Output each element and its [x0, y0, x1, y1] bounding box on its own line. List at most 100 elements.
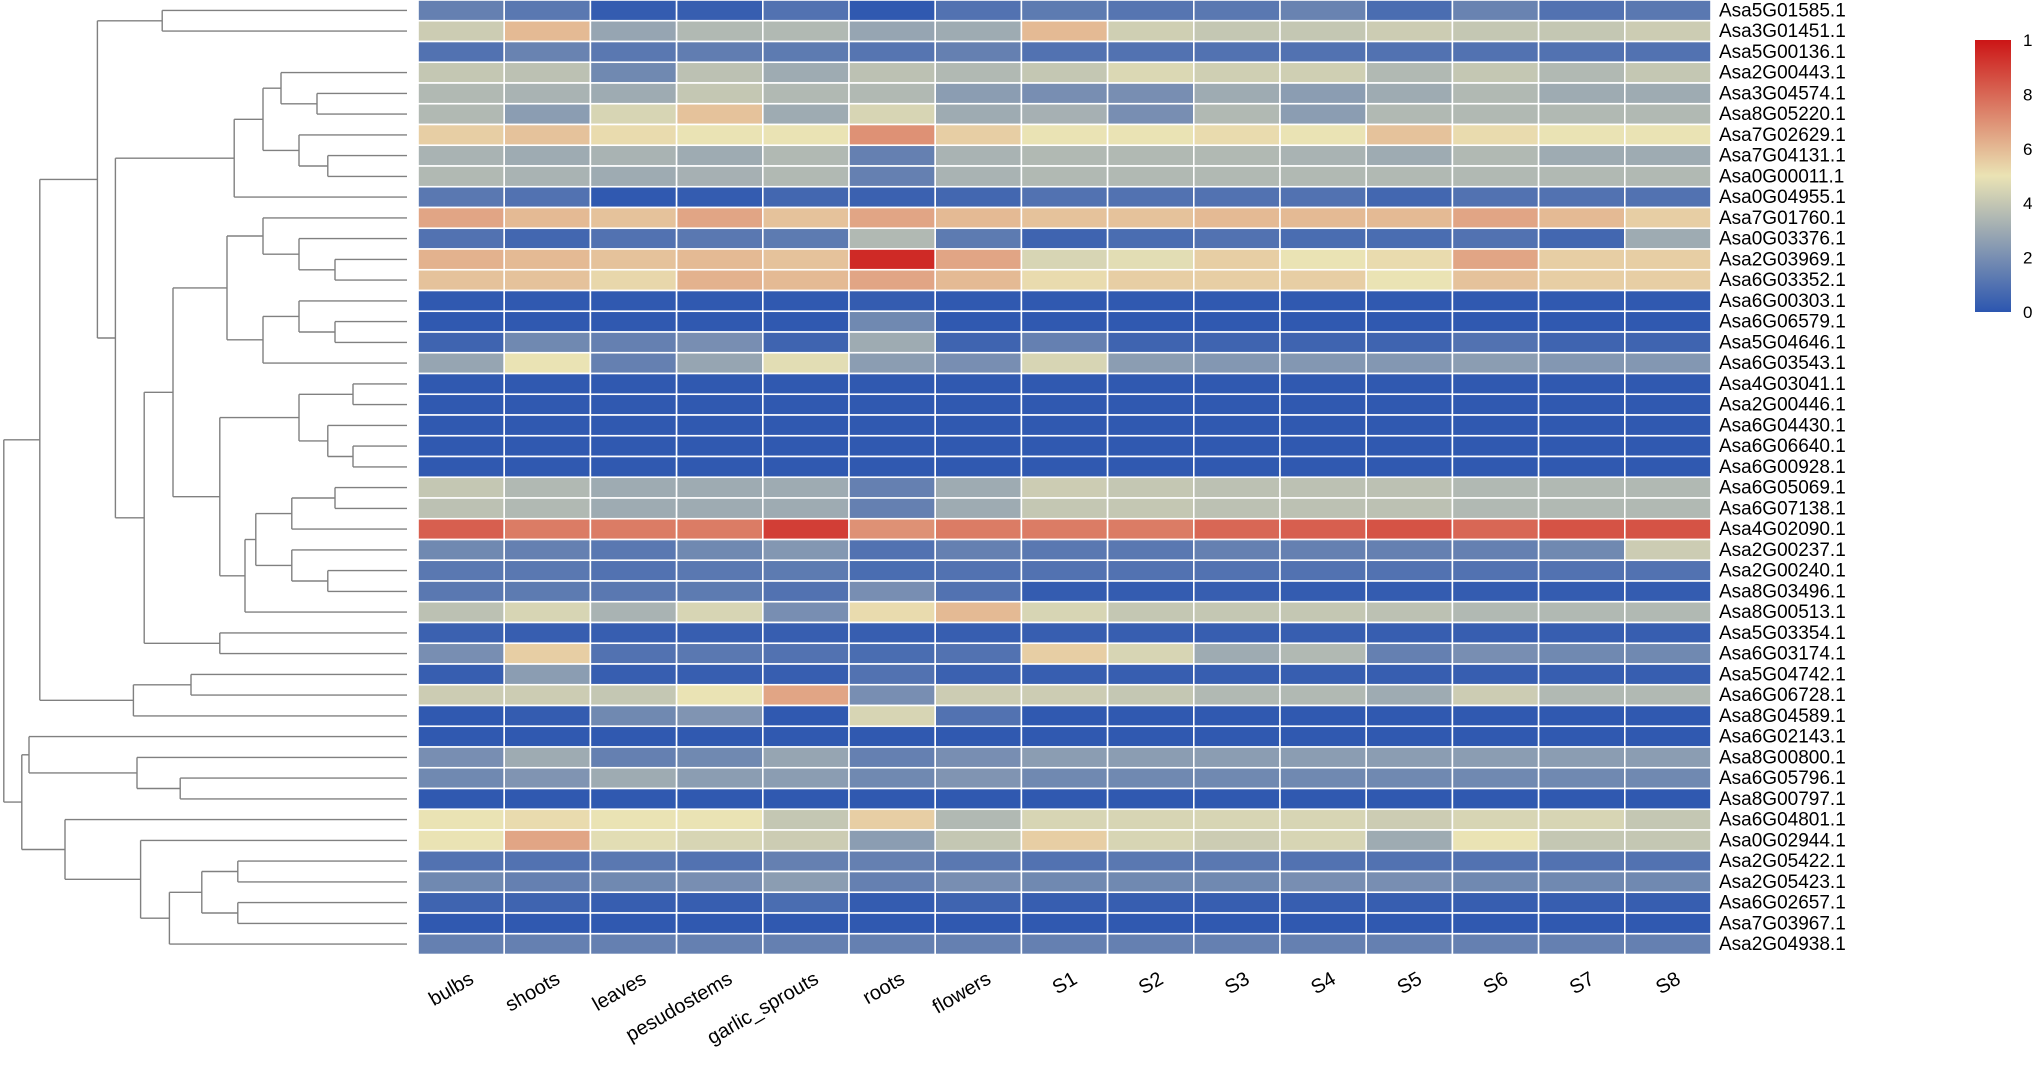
heatmap-cell — [1365, 40, 1454, 64]
heatmap-cell — [934, 123, 1023, 147]
heatmap-cell — [1020, 331, 1109, 354]
heatmap-cell — [503, 683, 592, 707]
heatmap-cell — [1106, 434, 1195, 458]
heatmap-cell — [934, 351, 1023, 375]
heatmap-cell — [1365, 455, 1454, 479]
heatmap-cell — [1020, 746, 1109, 769]
column-label: S7 — [1566, 968, 1598, 999]
heatmap-cell — [503, 787, 592, 811]
row-label: Asa6G05069.1 — [1719, 478, 1846, 499]
heatmap-cell — [503, 932, 592, 956]
heatmap-cell — [503, 310, 592, 333]
heatmap-cell — [934, 580, 1023, 603]
heatmap-cell — [675, 559, 764, 582]
row-label: Asa6G02143.1 — [1719, 727, 1846, 748]
heatmap-cell — [1365, 746, 1454, 769]
heatmap-cell — [589, 40, 678, 64]
row-dendrogram — [3, 9, 407, 945]
heatmap-cell — [589, 248, 678, 271]
heatmap-cell — [1537, 849, 1626, 873]
row-label: Asa7G03967.1 — [1719, 913, 1846, 934]
row-label: Asa7G01760.1 — [1719, 208, 1846, 229]
heatmap-cell — [1537, 289, 1626, 313]
heatmap-cell — [1106, 331, 1195, 354]
heatmap-cell — [1537, 829, 1626, 852]
heatmap-cell — [1365, 331, 1454, 354]
heatmap-cell — [761, 331, 850, 354]
column-label: S1 — [1049, 968, 1081, 999]
heatmap-cell — [1451, 808, 1540, 831]
column-label: S8 — [1652, 968, 1684, 999]
heatmap-cell — [417, 808, 505, 831]
heatmap-cell — [1537, 434, 1626, 458]
heatmap-cell — [417, 455, 505, 479]
heatmap-cell — [1020, 227, 1109, 250]
heatmap-cell — [1106, 642, 1195, 665]
heatmap-cell — [1279, 642, 1367, 665]
heatmap-cell — [1106, 351, 1195, 375]
heatmap-cell — [1279, 289, 1367, 313]
heatmap-cell — [417, 683, 505, 707]
heatmap-cell — [675, 61, 764, 84]
heatmap-cell — [1537, 642, 1626, 665]
heatmap-cell — [934, 331, 1023, 354]
heatmap-cell — [848, 808, 936, 831]
row-label: Asa2G00240.1 — [1719, 561, 1846, 582]
heatmap-cell — [675, 497, 764, 520]
heatmap-cell — [848, 725, 936, 748]
heatmap-cell — [675, 414, 764, 437]
heatmap-cell — [1624, 289, 1712, 313]
heatmap-cell — [589, 434, 678, 458]
heatmap-cell — [589, 600, 678, 624]
heatmap-cell — [1193, 912, 1281, 935]
heatmap-cell — [503, 642, 592, 665]
heatmap-cell — [1537, 455, 1626, 479]
heatmap-cell — [503, 185, 592, 209]
heatmap-cell — [761, 891, 850, 914]
row-label: Asa3G04574.1 — [1719, 83, 1846, 104]
heatmap-cell — [761, 704, 850, 728]
heatmap-cell — [1106, 206, 1195, 230]
heatmap-cell — [934, 891, 1023, 914]
heatmap-cell — [1537, 82, 1626, 105]
heatmap-cell — [1020, 268, 1109, 292]
heatmap-cell — [1624, 704, 1712, 728]
heatmap-cell — [761, 82, 850, 105]
heatmap-cell — [1193, 310, 1281, 333]
heatmap-cell — [934, 40, 1023, 64]
heatmap-cell — [761, 289, 850, 313]
heatmap-cell — [1451, 248, 1540, 271]
heatmap-cell — [1279, 434, 1367, 458]
heatmap-cell — [1193, 331, 1281, 354]
heatmap-cell — [1537, 683, 1626, 707]
heatmap-cell — [1451, 0, 1540, 22]
heatmap-cell — [848, 82, 936, 105]
colorbar-tick-label: 6 — [2023, 140, 2032, 159]
row-label: Asa5G03354.1 — [1719, 623, 1846, 644]
heatmap-cell — [761, 476, 850, 499]
heatmap-cell — [503, 663, 592, 686]
heatmap-cell — [761, 0, 850, 22]
heatmap-cell — [1624, 538, 1712, 562]
heatmap-cell — [503, 746, 592, 769]
heatmap-cell — [1624, 683, 1712, 707]
colorbar-tick-label: 10 — [2023, 31, 2032, 50]
heatmap-cell — [1193, 165, 1281, 188]
heatmap-cell — [1451, 372, 1540, 396]
heatmap-cell — [675, 621, 764, 645]
heatmap-cell — [1537, 248, 1626, 271]
heatmap-cell — [934, 600, 1023, 624]
heatmap-cell — [1624, 642, 1712, 665]
heatmap-cell — [589, 19, 678, 43]
column-label: flowers — [929, 968, 995, 1019]
heatmap-cell — [1193, 185, 1281, 209]
heatmap-cell — [1451, 351, 1540, 375]
heatmap-cell — [503, 61, 592, 84]
heatmap-cell — [934, 82, 1023, 105]
heatmap-cell — [1106, 289, 1195, 313]
heatmap-cell — [1624, 268, 1712, 292]
heatmap-cell — [1365, 102, 1454, 126]
heatmap-cell — [675, 393, 764, 416]
heatmap-cell — [1020, 766, 1109, 790]
colorbar-gradient — [1975, 40, 2011, 312]
